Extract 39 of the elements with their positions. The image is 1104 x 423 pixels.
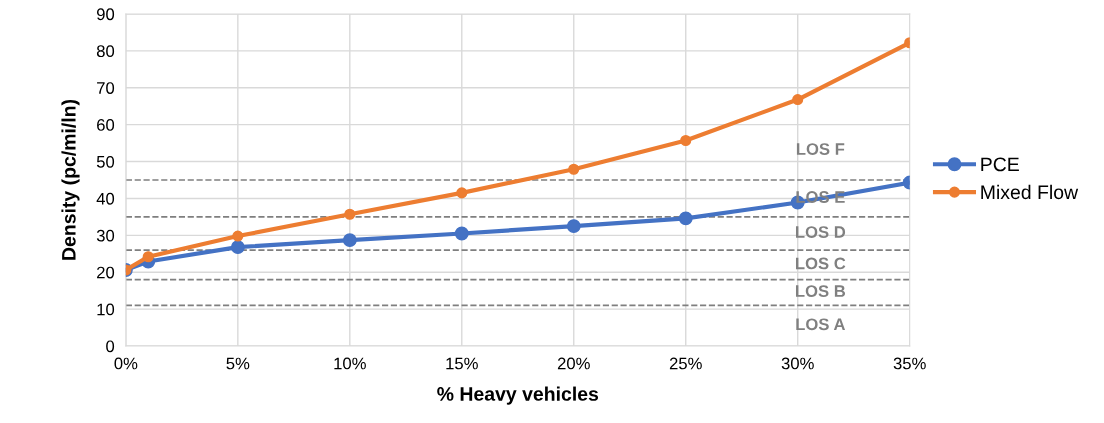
- y-tick-label: 0: [106, 340, 115, 353]
- annotation: LOS B: [795, 285, 846, 297]
- annotation: LOS A: [796, 318, 846, 331]
- point: [566, 219, 581, 234]
- point: [680, 134, 692, 147]
- y-axis-title: Density (pc/mi/ln): [61, 99, 80, 260]
- y-tick-label: 40: [96, 192, 115, 205]
- x-axis-title: % Heavy vehicles: [437, 386, 599, 405]
- point: [456, 187, 468, 199]
- point: [344, 208, 356, 220]
- legend-label: Mixed Flow: [981, 184, 1079, 200]
- y-tick-label: 90: [96, 8, 115, 21]
- point: [454, 226, 469, 241]
- x-tick-label: 0%: [114, 357, 138, 370]
- legend-label: PCE: [981, 157, 1019, 172]
- x-tick-label: 5%: [226, 357, 250, 370]
- point: [342, 233, 357, 248]
- x-tick-label: 10%: [334, 357, 366, 370]
- y-tick-label: 70: [97, 82, 115, 94]
- annotation: LOS C: [795, 257, 846, 270]
- x-tick-label: 35%: [893, 357, 926, 370]
- y-tick-label: 50: [96, 155, 115, 168]
- x-tick-label: 20%: [557, 357, 590, 370]
- annotation: LOS F: [796, 143, 845, 155]
- point: [142, 251, 154, 263]
- point: [232, 230, 244, 242]
- point: [678, 211, 693, 226]
- y-tick-label: 10: [97, 303, 115, 316]
- x-tick-label: 25%: [669, 357, 702, 370]
- x-tick-label: 15%: [446, 357, 478, 370]
- point: [792, 93, 804, 106]
- point: [568, 163, 580, 175]
- y-tick-label: 20: [97, 266, 115, 279]
- point: [230, 240, 245, 255]
- y-tick-label: 80: [96, 45, 115, 58]
- y-tick-label: 60: [97, 119, 115, 131]
- x-tick-label: 30%: [781, 357, 814, 370]
- y-tick-label: 30: [96, 229, 115, 242]
- annotation: LOS D: [795, 226, 846, 238]
